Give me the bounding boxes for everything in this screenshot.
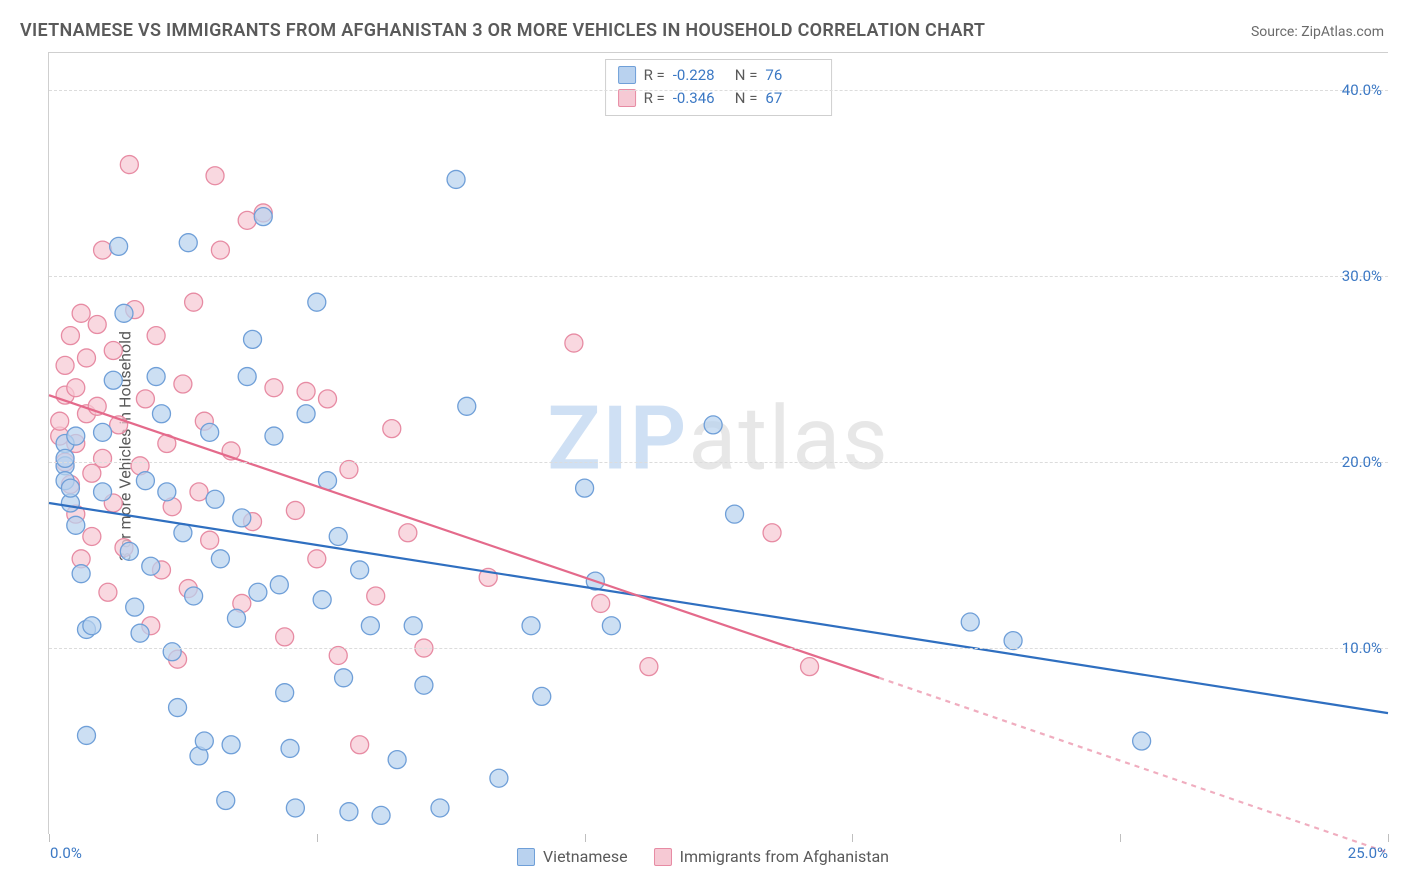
scatter-svg bbox=[49, 53, 1388, 834]
y-tick-label: 20.0% bbox=[1342, 453, 1382, 471]
legend-item-2: Immigrants from Afghanistan bbox=[654, 847, 889, 866]
chart-title: VIETNAMESE VS IMMIGRANTS FROM AFGHANISTA… bbox=[20, 20, 985, 41]
series-legend: Vietnamese Immigrants from Afghanistan bbox=[517, 847, 889, 866]
legend-label-2: Immigrants from Afghanistan bbox=[680, 847, 889, 866]
x-axis-origin-label: 0.0% bbox=[50, 844, 82, 862]
y-tick-label: 40.0% bbox=[1342, 81, 1382, 99]
legend-item-1: Vietnamese bbox=[517, 847, 628, 866]
legend-label-1: Vietnamese bbox=[543, 847, 628, 866]
y-tick-label: 10.0% bbox=[1342, 639, 1382, 657]
swatch-series-2 bbox=[654, 848, 672, 866]
correlation-chart: VIETNAMESE VS IMMIGRANTS FROM AFGHANISTA… bbox=[0, 0, 1406, 892]
x-axis-max-label: 25.0% bbox=[1348, 844, 1388, 862]
source-attribution: Source: ZipAtlas.com bbox=[1251, 24, 1384, 40]
plot-area: ZIPatlas R = -0.228 N = 76 R = -0.346 N … bbox=[48, 52, 1388, 834]
y-tick-label: 30.0% bbox=[1342, 267, 1382, 285]
swatch-series-1 bbox=[517, 848, 535, 866]
